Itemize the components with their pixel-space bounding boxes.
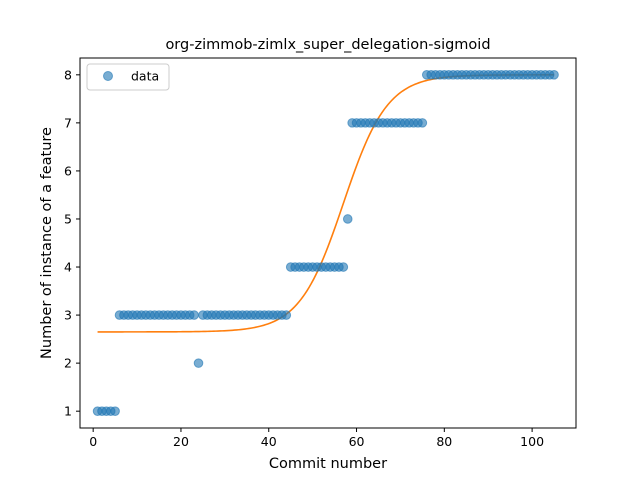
- x-axis-label: Commit number: [269, 456, 387, 472]
- x-tick-label: 20: [173, 434, 189, 449]
- x-axis-ticks: 0 20 40 60 80 100: [89, 428, 544, 449]
- data-points-layer: [92, 70, 559, 416]
- data-point: [342, 214, 353, 224]
- data-point: [549, 70, 559, 80]
- data-point: [338, 262, 349, 272]
- data-point: [193, 358, 204, 368]
- legend: data: [86, 63, 170, 91]
- x-tick-label: 80: [436, 434, 452, 449]
- y-tick-label: 7: [64, 115, 72, 130]
- x-tick-label: 100: [520, 434, 544, 449]
- x-tick-label: 40: [261, 434, 277, 449]
- y-axis-label: Number of instance of a feature: [39, 127, 55, 359]
- y-tick-label: 5: [64, 211, 72, 226]
- y-tick-label: 3: [64, 308, 72, 323]
- legend-box: [86, 63, 170, 91]
- data-point: [189, 310, 199, 320]
- data-point: [417, 118, 428, 128]
- chart-title: org-zimmob-zimlx_super_delegation-sigmoi…: [165, 37, 490, 53]
- plot-area: 0 20 40 60 80 100 1 2 3 4 5 6 7 8: [64, 57, 577, 449]
- y-tick-label: 1: [64, 404, 72, 419]
- legend-label-data: data: [131, 69, 159, 84]
- x-tick-label: 60: [349, 434, 365, 449]
- x-tick-label: 0: [89, 434, 97, 449]
- y-tick-label: 2: [64, 356, 72, 371]
- axes-frame: [79, 57, 577, 429]
- y-tick-label: 4: [64, 260, 72, 275]
- data-point: [281, 310, 292, 320]
- y-tick-label: 6: [64, 163, 72, 178]
- y-tick-label: 8: [64, 67, 72, 82]
- data-point: [110, 406, 120, 416]
- y-axis-ticks: 1 2 3 4 5 6 7 8: [64, 67, 80, 419]
- legend-marker-data: [103, 71, 113, 81]
